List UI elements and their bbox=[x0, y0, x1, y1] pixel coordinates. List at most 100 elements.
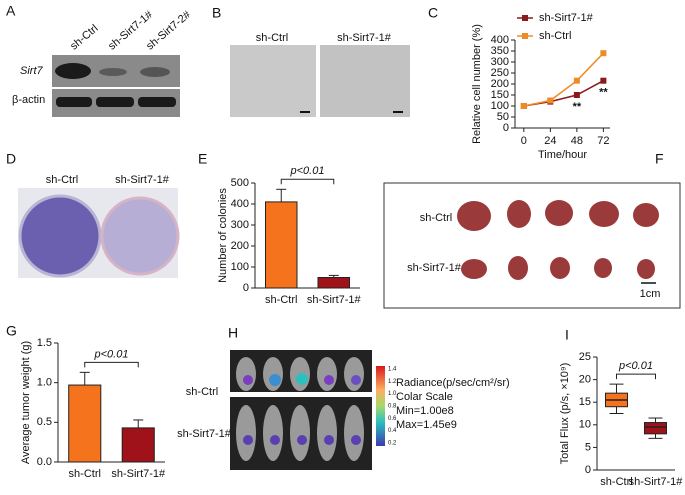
legend-label: sh-Ctrl bbox=[539, 30, 571, 42]
y-tick-label: 100 bbox=[231, 261, 249, 273]
point bbox=[547, 97, 554, 104]
blot-band bbox=[138, 97, 176, 107]
panel-letter: H bbox=[228, 325, 238, 341]
significance-bracket bbox=[280, 178, 335, 185]
y-tick-label: 400 bbox=[231, 198, 249, 210]
image-label: sh-Ctrl bbox=[46, 174, 78, 186]
row-label: β-actin bbox=[12, 94, 45, 106]
x-tick-label: 0 bbox=[521, 135, 527, 147]
y-tick-label: 500 bbox=[231, 177, 249, 189]
imaging-legend: Min=1.00e8 bbox=[396, 405, 454, 417]
y-tick-label: 0.0 bbox=[37, 456, 52, 468]
blot-band bbox=[56, 97, 92, 107]
blot-band bbox=[140, 67, 170, 77]
y-tick-label: 10 bbox=[579, 419, 591, 431]
imaging-legend: Radiance(p/sec/cm²/sr) bbox=[396, 377, 510, 389]
colorbar-tick-label: 0.8 bbox=[388, 404, 397, 410]
series-line bbox=[523, 80, 604, 107]
significance-label: p<0.01 bbox=[94, 348, 129, 360]
colorbar-ticks: 1.4 1.2 1.0 0.8 0.6 0.4 0.2 bbox=[388, 367, 397, 447]
legend-marker bbox=[522, 33, 528, 39]
y-tick-label: 15 bbox=[579, 396, 591, 408]
panel-letter: B bbox=[212, 5, 221, 21]
bar bbox=[265, 201, 298, 289]
y-tick-label: 200 bbox=[491, 78, 509, 90]
image-label: sh-Sirt7-1# bbox=[177, 428, 232, 440]
legend-marker bbox=[522, 15, 528, 21]
image-label: sh-Ctrl bbox=[186, 386, 218, 398]
lane-label: sh-Ctrl bbox=[68, 23, 101, 53]
y-tick-label: 50 bbox=[497, 111, 509, 123]
significance-bracket bbox=[616, 373, 656, 380]
mice bbox=[236, 357, 364, 461]
blot-band bbox=[55, 63, 91, 79]
y-axis-label: Number of colonies bbox=[217, 188, 229, 283]
point bbox=[600, 77, 607, 84]
colorbar-tick-label: 0.6 bbox=[388, 416, 397, 422]
y-tick-label: 0 bbox=[243, 282, 249, 294]
y-tick-label: 300 bbox=[231, 219, 249, 231]
point bbox=[600, 50, 607, 57]
dish bbox=[100, 196, 180, 276]
row-label: Sirt7 bbox=[20, 65, 44, 77]
y-axis-label: Relative cell number (%) bbox=[471, 24, 483, 144]
x-tick-label: 72 bbox=[597, 135, 609, 147]
image-label: sh-Ctrl bbox=[420, 212, 452, 224]
image-label: sh-Sirt7-1# bbox=[115, 174, 170, 186]
legend-label: sh-Sirt7-1# bbox=[539, 12, 594, 24]
point bbox=[573, 77, 580, 84]
box bbox=[644, 422, 667, 435]
y-tick-label: 1.0 bbox=[37, 377, 52, 389]
imaging-legend: Max=1.45e9 bbox=[396, 419, 457, 431]
tumor-row bbox=[457, 200, 659, 280]
x-tick-label: sh-Ctrl bbox=[265, 294, 297, 306]
x-tick-label: sh-Sirt7-1# bbox=[111, 468, 166, 480]
colorbar-tick-label: 1.0 bbox=[388, 391, 397, 397]
panel-frame bbox=[383, 182, 681, 309]
y-tick-label: 0 bbox=[585, 464, 591, 476]
y-axis-label: Total Flux (p/s, ×10⁹) bbox=[559, 363, 571, 465]
annotation: ** bbox=[599, 87, 608, 99]
y-tick-label: 20 bbox=[579, 374, 591, 386]
bar bbox=[121, 427, 155, 463]
y-tick-label: 100 bbox=[491, 100, 509, 112]
significance-label: p<0.01 bbox=[618, 360, 653, 372]
colorbar bbox=[376, 366, 385, 446]
y-tick-label: 5 bbox=[585, 441, 591, 453]
y-tick-label: 350 bbox=[491, 45, 509, 57]
point bbox=[520, 103, 527, 109]
x-axis-label: Time/hour bbox=[538, 149, 587, 161]
image-label: sh-Ctrl bbox=[256, 32, 288, 44]
imaging-legend: Colar Scale bbox=[396, 391, 453, 403]
y-axis-label: Average tumor weight (g) bbox=[20, 341, 32, 464]
bar bbox=[317, 277, 350, 289]
colorbar-tick-label: 1.4 bbox=[388, 367, 397, 373]
panel-letter: A bbox=[6, 3, 16, 19]
image-label: sh-Sirt7-1# bbox=[407, 262, 462, 274]
y-tick-label: 0.5 bbox=[37, 416, 52, 428]
x-tick-label: sh-Ctrl bbox=[69, 468, 101, 480]
blot-band bbox=[96, 97, 134, 107]
significance-label: p<0.01 bbox=[290, 165, 325, 177]
colorbar-tick-label: 0.2 bbox=[388, 441, 397, 447]
x-tick-label: 48 bbox=[571, 135, 583, 147]
series-line bbox=[523, 52, 604, 107]
dish bbox=[18, 194, 102, 278]
panel-letter: F bbox=[655, 151, 664, 167]
image-label: sh-Sirt7-1# bbox=[337, 32, 392, 44]
annotation: ** bbox=[573, 101, 582, 113]
colorbar-tick-label: 0.4 bbox=[388, 428, 397, 434]
y-tick-label: 0 bbox=[503, 122, 509, 134]
scale-label: 1cm bbox=[640, 288, 661, 300]
y-tick-label: 300 bbox=[491, 56, 509, 68]
x-tick-label: 24 bbox=[544, 135, 556, 147]
panel-letter: C bbox=[428, 5, 438, 21]
y-tick-label: 250 bbox=[491, 67, 509, 79]
colorbar-tick-label: 1.2 bbox=[388, 379, 397, 385]
bar bbox=[68, 384, 102, 463]
x-tick-label: sh-Sirt7-1# bbox=[629, 476, 684, 488]
y-tick-label: 150 bbox=[491, 89, 509, 101]
x-tick-label: sh-Sirt7-1# bbox=[307, 294, 362, 306]
panel-letter: D bbox=[6, 151, 16, 167]
